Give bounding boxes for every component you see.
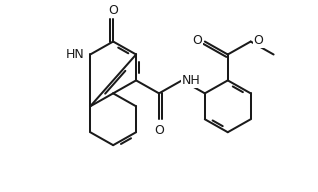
Text: O: O <box>254 34 264 47</box>
Text: O: O <box>192 34 202 47</box>
Text: HN: HN <box>66 48 84 61</box>
Text: O: O <box>108 4 118 17</box>
Text: O: O <box>154 124 164 137</box>
Text: NH: NH <box>182 74 201 87</box>
